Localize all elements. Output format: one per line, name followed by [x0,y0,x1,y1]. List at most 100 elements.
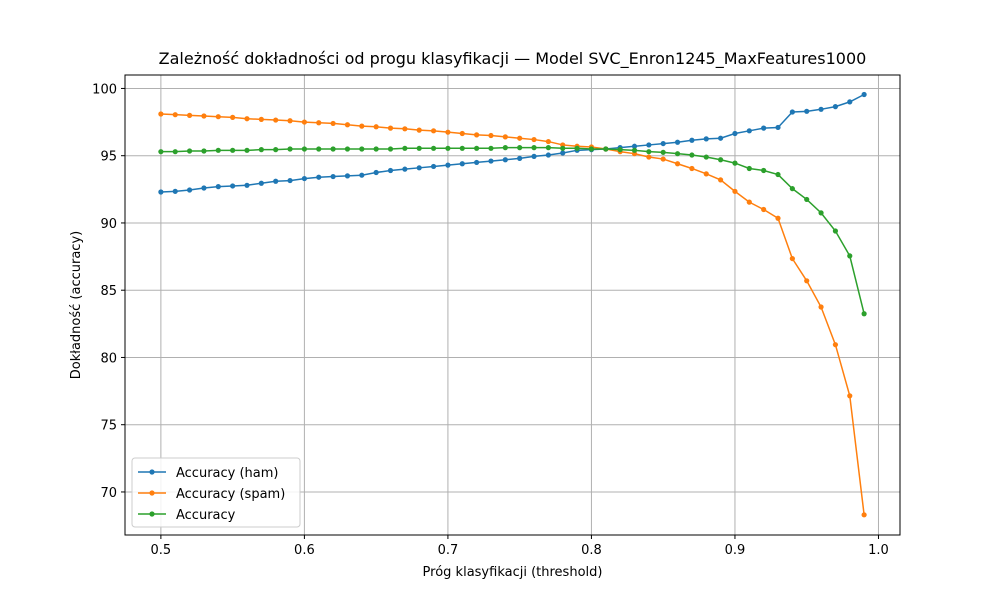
data-point [215,114,221,120]
x-tick-label: 0.7 [438,543,459,558]
data-point [560,145,566,151]
data-point [502,157,508,163]
data-point [287,146,293,152]
data-point [531,145,537,151]
data-point [172,188,178,194]
data-point [344,146,351,152]
data-point [703,171,709,177]
data-point [244,116,250,122]
data-point [273,147,279,153]
y-tick-label: 90 [100,217,117,232]
data-point [574,145,580,151]
data-point [201,185,207,191]
data-point [531,136,537,143]
data-point [330,173,336,180]
data-point [718,177,724,183]
data-point [789,109,795,115]
data-point [459,145,465,151]
x-tick-label: 0.5 [151,543,172,558]
data-point [201,148,207,154]
data-point [804,196,810,203]
data-point [674,151,681,157]
data-point [387,167,394,174]
data-point [445,129,451,135]
data-point [186,112,193,118]
data-point [545,152,551,158]
data-point [617,147,623,153]
data-point [818,210,824,216]
data-point [861,311,867,317]
data-point [330,146,336,152]
data-point [832,228,839,234]
data-point [832,342,839,348]
series-accuracy-ham [158,91,867,195]
data-point [416,127,422,133]
data-point [531,153,537,159]
data-point [732,160,738,166]
data-point [775,215,781,221]
data-point [660,156,666,162]
y-tick-label: 70 [100,486,117,501]
data-point [387,125,394,131]
data-point [158,111,164,117]
data-point [201,113,207,119]
data-point [215,184,221,190]
data-point [588,146,595,152]
data-point [746,199,752,205]
data-point [474,145,480,151]
legend-marker [149,490,155,496]
data-point [359,123,365,129]
data-point [775,124,781,131]
data-point [689,152,695,158]
data-point [416,165,422,171]
grid [125,75,900,535]
data-point [517,135,523,141]
legend-marker [149,469,155,475]
data-point [789,186,795,192]
data-point [818,304,824,310]
data-point [703,154,709,160]
data-point [402,166,408,172]
data-point [603,146,609,152]
data-point [517,155,523,161]
data-point [301,175,307,182]
data-point [344,173,351,179]
data-point [474,159,480,166]
data-point [445,145,451,151]
legend-label: Accuracy [176,508,236,523]
data-point [373,146,379,152]
y-tick-label: 95 [100,150,117,165]
data-point [847,253,853,259]
data-point [287,177,293,184]
data-point [359,146,365,152]
data-point [789,255,795,262]
data-point [646,142,652,148]
data-point [660,149,666,155]
data-point [316,120,322,126]
x-tick-label: 0.9 [725,543,746,558]
chart-title: Zależność dokładności od progu klasyfika… [159,49,867,69]
data-point [718,157,724,163]
series-accuracy [158,145,867,317]
legend-item: Accuracy (spam) [138,487,285,502]
x-tick-label: 0.6 [294,543,315,558]
data-point [674,161,681,167]
y-tick-label: 75 [100,419,117,434]
data-point [258,180,264,186]
data-point [847,99,853,105]
data-point [186,187,193,193]
y-tick-label: 80 [100,351,117,366]
data-point [459,130,465,137]
data-point [344,122,351,128]
data-point [316,146,322,152]
data-point [301,146,307,152]
data-point [761,125,767,131]
ticks: 0.5 0.6 0.7 0.8 0.9 1.0 70 75 80 85 90 95 100 [92,82,889,558]
series-layer [158,91,867,518]
data-point [545,138,551,145]
data-point [517,145,523,151]
y-tick-label: 85 [100,284,117,299]
data-point [430,145,437,151]
data-point [244,182,250,188]
